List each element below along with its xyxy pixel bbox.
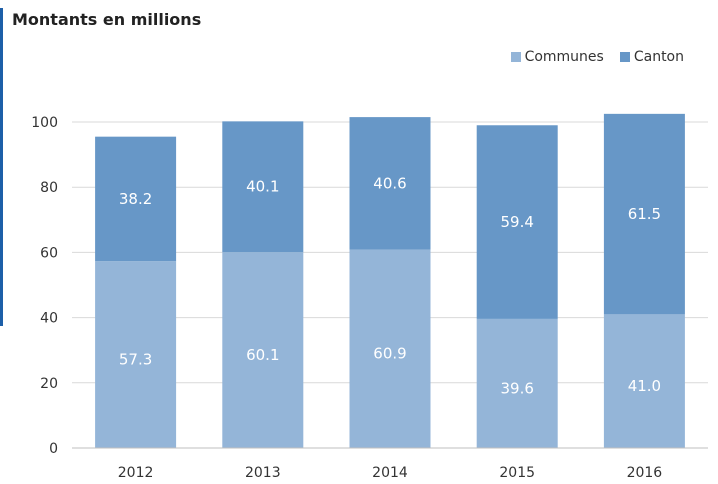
legend-item-canton: Canton: [619, 49, 684, 65]
x-tick-label-2013: 2013: [245, 465, 281, 481]
bar-communes-2016: [603, 314, 685, 448]
bar-canton-2016: [603, 113, 685, 315]
data-label-communes-2016: 41.0: [628, 377, 661, 395]
y-tick-label-0: 0: [49, 441, 58, 457]
data-label-canton-2014: 40.6: [373, 174, 406, 192]
bar-communes-2012: [95, 261, 177, 448]
bar-canton-2015: [476, 125, 558, 319]
legend-item-communes: Communes: [510, 49, 604, 65]
y-tick-label-60: 60: [40, 245, 58, 261]
data-label-canton-2015: 59.4: [500, 213, 533, 231]
x-tick-label-2016: 2016: [627, 465, 663, 481]
bar-communes-2014: [349, 249, 431, 448]
x-tick-label-2014: 2014: [372, 465, 408, 481]
y-tick-label-80: 80: [40, 180, 58, 196]
legend: Communes Canton: [495, 49, 684, 65]
data-label-communes-2015: 39.6: [500, 379, 533, 397]
data-label-canton-2016: 61.5: [628, 205, 661, 223]
x-tick-label-2015: 2015: [499, 465, 535, 481]
bar-communes-2015: [476, 318, 558, 448]
y-tick-label-100: 100: [31, 115, 58, 131]
y-tick-label-20: 20: [40, 376, 58, 392]
data-label-communes-2013: 60.1: [246, 346, 279, 364]
bar-canton-2014: [349, 117, 431, 250]
data-label-canton-2013: 40.1: [246, 178, 279, 196]
data-label-canton-2012: 38.2: [119, 190, 152, 208]
bar-canton-2013: [222, 121, 304, 253]
legend-label-communes: Communes: [524, 49, 604, 65]
y-tick-label-40: 40: [40, 311, 58, 327]
x-tick-label-2012: 2012: [118, 465, 154, 481]
accent-bar: [0, 8, 3, 326]
data-label-communes-2012: 57.3: [119, 351, 152, 369]
data-label-communes-2014: 60.9: [373, 345, 406, 363]
bar-canton-2012: [95, 136, 177, 262]
chart-title: Montants en millions: [12, 10, 202, 29]
legend-label-canton: Canton: [633, 49, 684, 65]
legend-swatch-communes: [510, 52, 521, 62]
legend-swatch-canton: [619, 52, 630, 62]
bar-communes-2013: [222, 252, 304, 448]
